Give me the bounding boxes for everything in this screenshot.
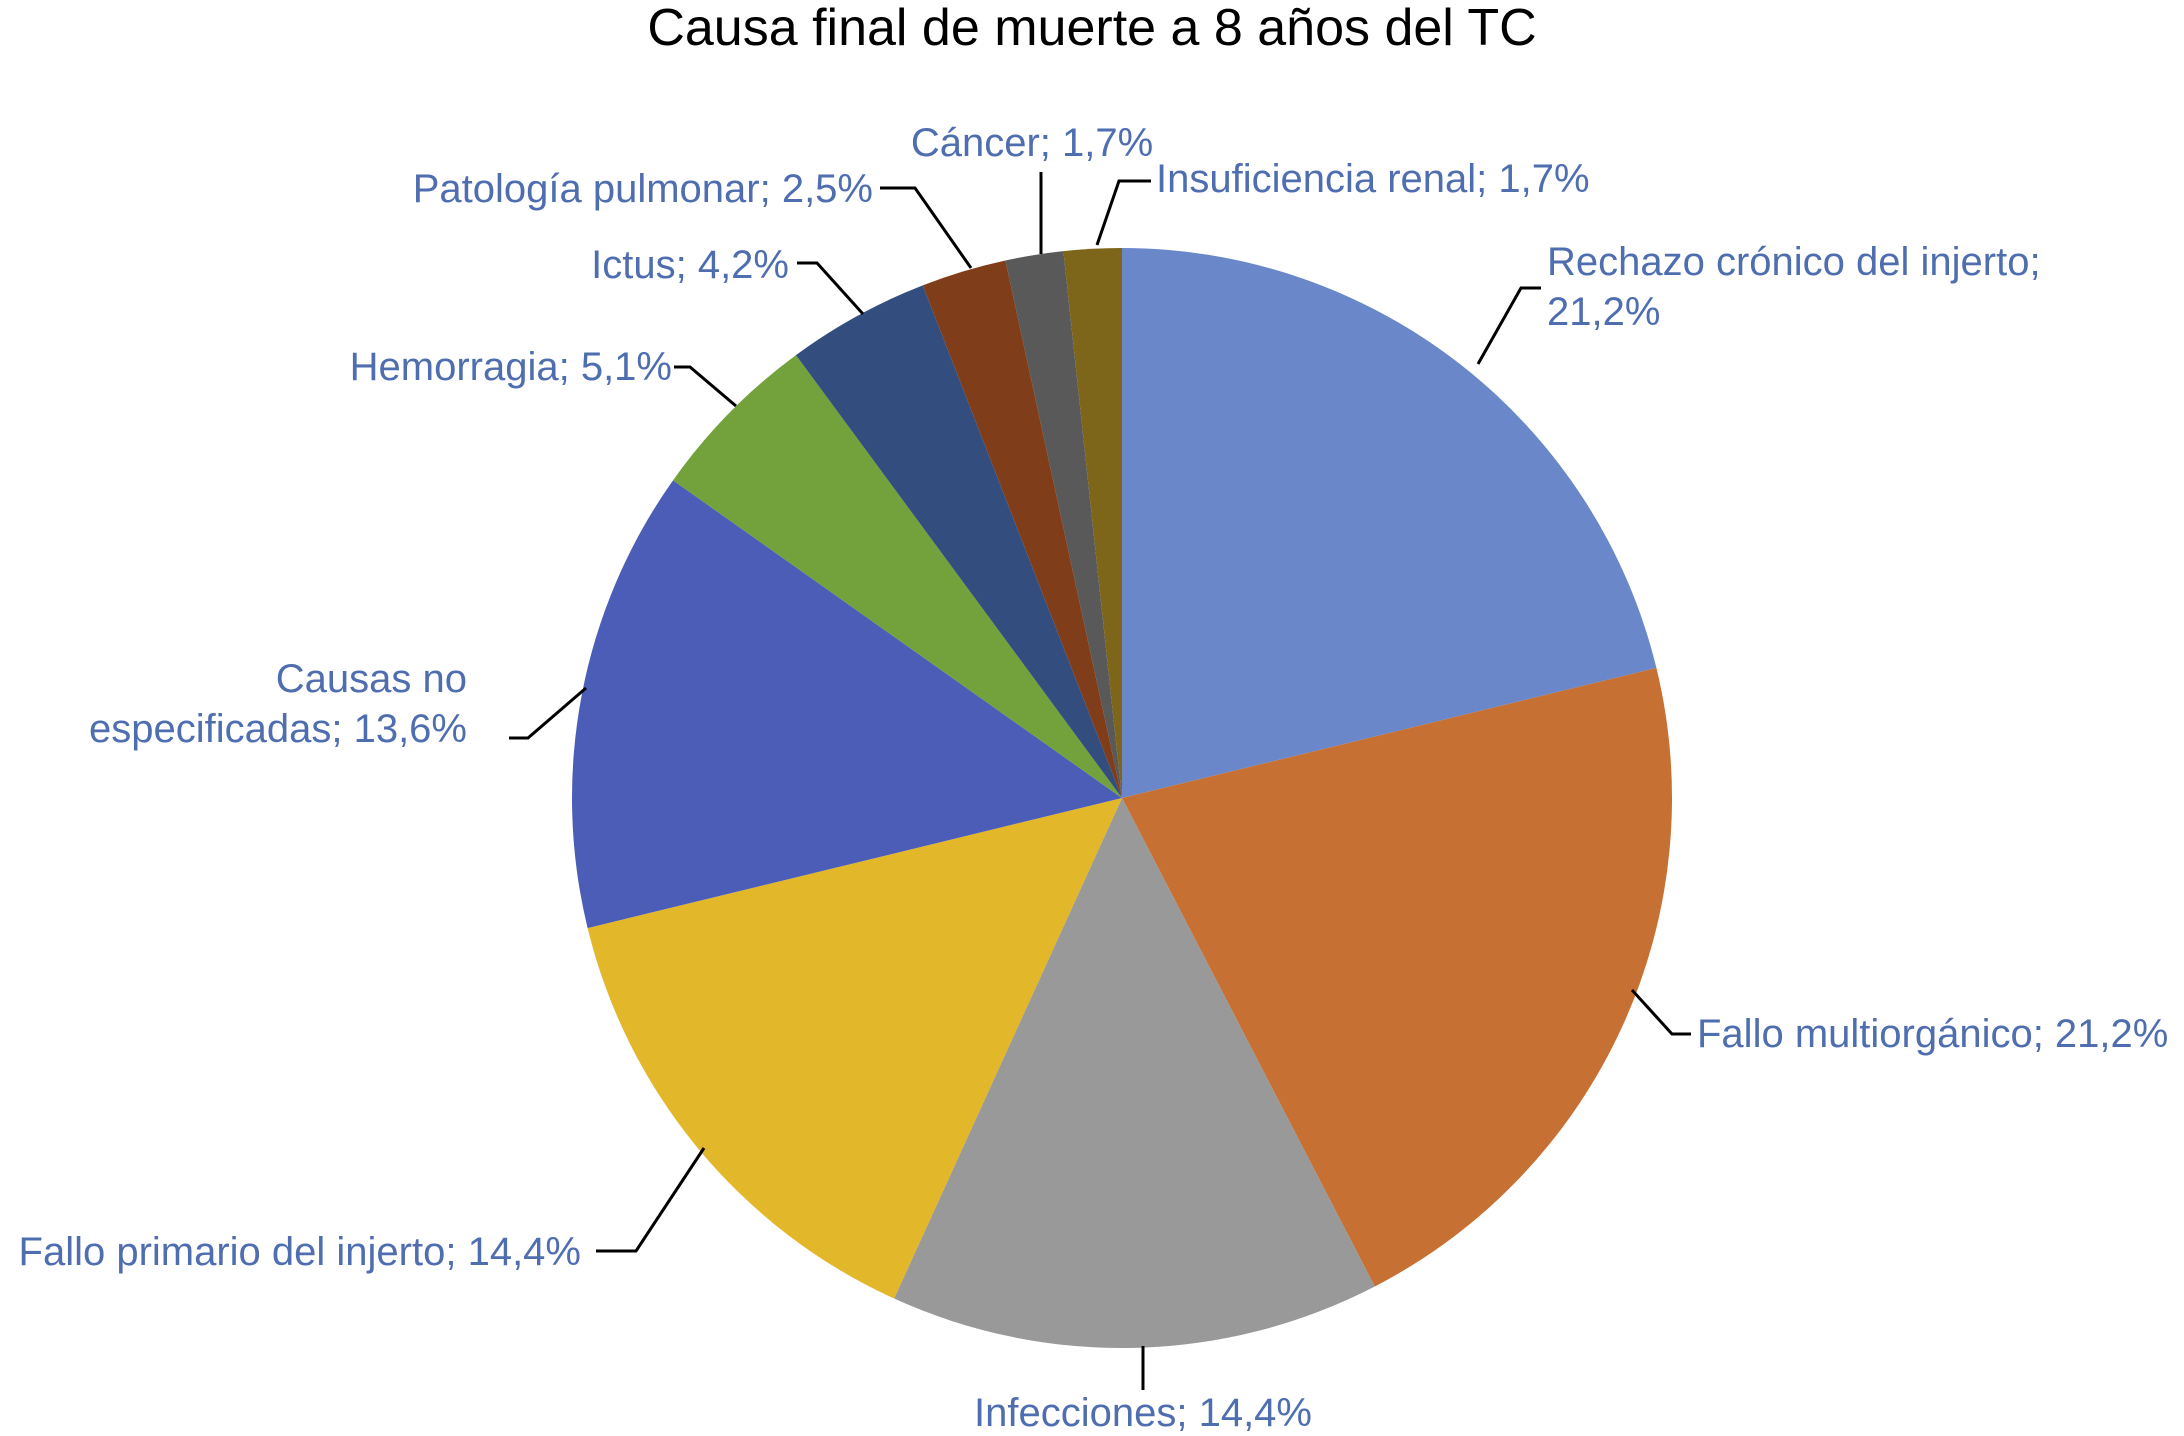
slice-label-line: Causas no [276,657,467,701]
slice-label: Rechazo crónico del injerto; 21,2% [1547,240,2041,334]
slice-label: Hemorragia; 5,1% [350,345,672,389]
leader-line [880,186,973,269]
pie-slice [1122,248,1657,798]
slice-label-line: Fallo primario del injerto; 14,4% [19,1230,581,1274]
slice-label-line: 21,2% [1547,290,1660,334]
slice-label-line: Hemorragia; 5,1% [350,345,672,389]
pie-slice [1063,248,1122,798]
slice-label-line: Infecciones; 14,4% [974,1391,1312,1435]
slice-label-line: Fallo multiorgánico; 21,2% [1697,1012,2168,1056]
pie-slice [1122,667,1673,1287]
slice-label-line: Insuficiencia renal; 1,7% [1156,157,1590,201]
leader-line [674,365,737,408]
leader-line [1476,286,1541,365]
leader-lines [509,172,1691,1390]
slice-label: Ictus; 4,2% [591,243,789,287]
leader-line [1630,988,1691,1036]
slice-label: Patología pulmonar; 2,5% [413,167,873,211]
slice-label-line: Rechazo crónico del injerto; [1547,240,2041,284]
leader-line [797,261,865,316]
pie-slice [795,285,1122,798]
pie-slice [673,355,1122,798]
slice-label-line: Ictus; 4,2% [591,243,789,287]
leader-line [509,686,587,740]
slice-label: Fallo primario del injerto; 14,4% [19,1230,581,1274]
slice-label-line: Patología pulmonar; 2,5% [413,167,873,211]
slice-label-line: especificadas; 13,6% [89,707,467,751]
leader-line [596,1147,706,1253]
slice-label-line: Cáncer; 1,7% [911,121,1153,165]
slice-label: Cáncer; 1,7% [911,121,1153,165]
chart-title: Causa final de muerte a 8 años del TC [647,0,1536,57]
pie-slice [922,260,1122,798]
pie-slice [571,480,1122,929]
leader-line [1095,179,1151,246]
slice-label: Insuficiencia renal; 1,7% [1156,157,1590,201]
slice-labels: Rechazo crónico del injerto; 21,2% Fallo m… [19,121,2169,1435]
pie-slice [587,798,1122,1299]
slice-label: Causas no especificadas; 13,6% [89,657,467,751]
pie-slice [894,798,1375,1349]
pie-slice [1005,251,1122,798]
slice-label: Infecciones; 14,4% [974,1391,1312,1435]
slice-label: Fallo multiorgánico; 21,2% [1697,1012,2168,1056]
pie-slices [571,248,1673,1349]
